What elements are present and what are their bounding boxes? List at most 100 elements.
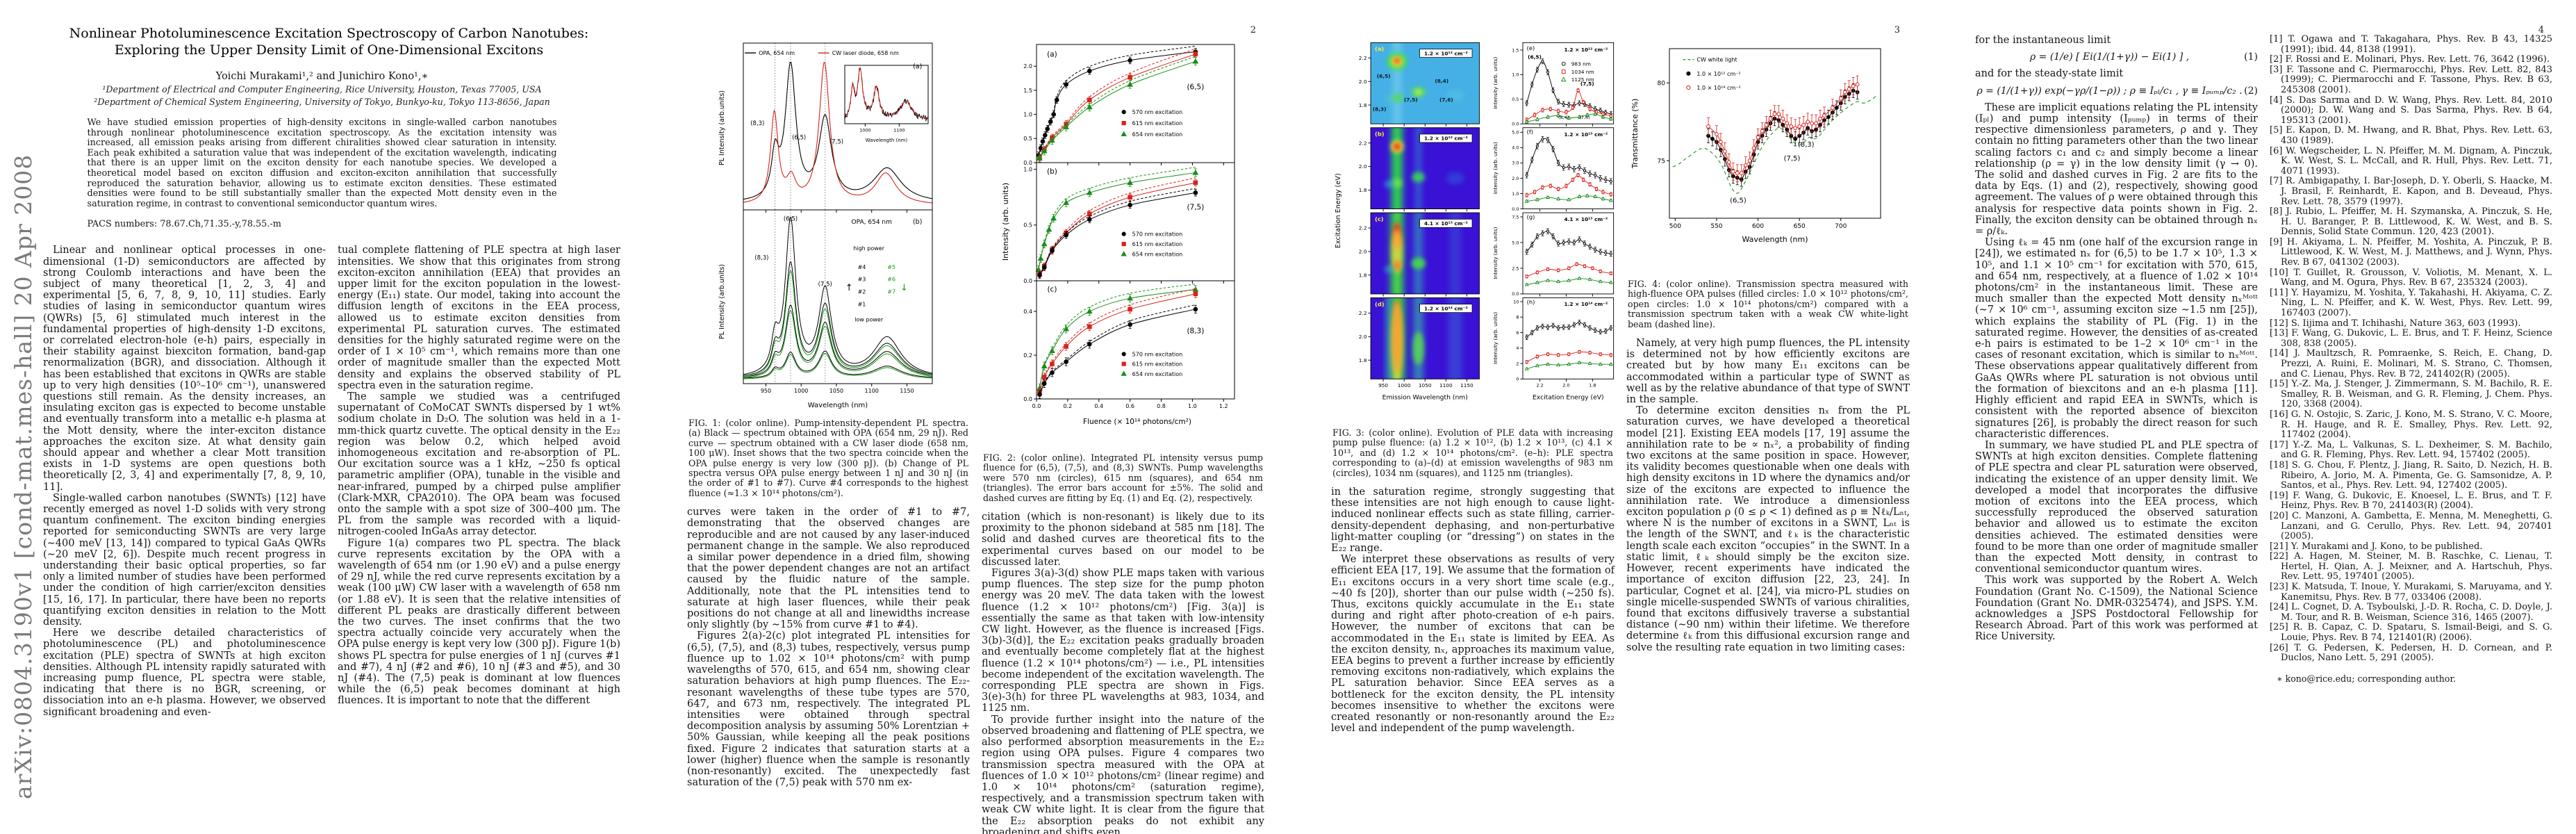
svg-text:1.8: 1.8 — [1589, 382, 1596, 388]
paragraph: Here we describe detailed characteristic… — [43, 628, 326, 718]
equation-2-body: ρ = (1/(1+γ)) exp(−γρ/(1−ρ)) ; ρ ≡ Iₚₗ/c… — [1976, 85, 2243, 97]
paragraph: tual complete flattening of PLE spectra … — [338, 245, 620, 391]
svg-text:↓: ↓ — [900, 283, 907, 293]
svg-text:#2: #2 — [857, 289, 866, 295]
svg-text:(a): (a) — [1047, 50, 1057, 58]
reference-item: [18] S. G. Chou, F. Plentz, J. Jiang, R.… — [2270, 459, 2552, 491]
svg-text:2.0: 2.0 — [1359, 79, 1367, 85]
reference-item: [17] Y.-Z. Ma, L. Valkunas, S. L. Dexhei… — [2270, 439, 2552, 461]
svg-text:4.1 × 10¹³ cm⁻²: 4.1 × 10¹³ cm⁻² — [1564, 216, 1608, 222]
svg-text:4.1 × 10¹³ cm⁻²: 4.1 × 10¹³ cm⁻² — [1424, 220, 1468, 227]
figure-4: 500 550 600 650 700 75 80 CW white light 1.0 × 1… — [1626, 38, 1910, 274]
abstract: We have studied emission properties of h… — [87, 117, 557, 209]
authors: Yoichi Murakami¹,² and Junichiro Kono¹,∗ — [215, 71, 429, 82]
reference-item: [20] C. Manzoni, A. Gambetta, E. Menna, … — [2270, 510, 2552, 542]
reference-item: [9] H. Akiyama, L. N. Pfeiffer, M. Yoshi… — [2270, 236, 2552, 268]
equation-intro-1: for the instantaneous limit — [1975, 35, 2111, 46]
paragraph: We interpret these observations as resul… — [1331, 554, 1615, 735]
svg-text:1.2 × 10¹³ cm⁻²: 1.2 × 10¹³ cm⁻² — [1564, 131, 1608, 138]
svg-text:Intensity (arb. units): Intensity (arb. units) — [1492, 227, 1498, 279]
svg-text:Wavelength (nm): Wavelength (nm) — [807, 402, 867, 409]
svg-text:2.0: 2.0 — [1359, 334, 1367, 340]
reference-item: [19] F. Wang, G. Dukovic, E. Knoesel, L.… — [2270, 490, 2552, 512]
svg-text:(8,3): (8,3) — [750, 120, 764, 127]
reference-item: [12] S. Iijima and T. Ichihashi, Nature … — [2270, 318, 2521, 329]
svg-text:1.8: 1.8 — [1359, 187, 1367, 193]
svg-text:(a): (a) — [913, 63, 922, 71]
corresponding-author-footnote: ∗ kono@rice.edu; corresponding author. — [2277, 673, 2457, 684]
svg-text:75: 75 — [1658, 158, 1665, 165]
svg-text:0.6: 0.6 — [1125, 403, 1134, 409]
svg-text:high power: high power — [853, 245, 884, 252]
svg-text:5.0: 5.0 — [1512, 240, 1519, 245]
svg-text:#5: #5 — [887, 264, 895, 270]
svg-text:0.0: 0.0 — [1512, 206, 1519, 212]
svg-text:570 nm excitation: 570 nm excitation — [1132, 231, 1182, 238]
svg-text:(7,5): (7,5) — [829, 138, 843, 145]
reference-item: [5] E. Kapon, D. M. Hwang, and R. Bhat, … — [2270, 125, 2552, 146]
figure-1-plot: OPA, 654 nm CW laser diode, 658 nm (a) (8,3… — [718, 42, 932, 409]
svg-text:(b): (b) — [1047, 167, 1057, 176]
svg-text:1.2 × 10¹⁴ cm⁻²: 1.2 × 10¹⁴ cm⁻² — [1564, 301, 1608, 307]
svg-text:Intensity (arb. units): Intensity (arb. units) — [1001, 183, 1010, 261]
svg-text:1.5: 1.5 — [1512, 47, 1519, 53]
svg-text:1.0 × 10¹⁴ cm⁻²: 1.0 × 10¹⁴ cm⁻² — [1696, 85, 1740, 91]
svg-text:1100: 1100 — [864, 388, 878, 394]
svg-text:OPA, 654 nm: OPA, 654 nm — [851, 219, 891, 226]
svg-text:Intensity (arb. units): Intensity (arb. units) — [1492, 312, 1498, 364]
svg-text:0.5: 0.5 — [1512, 97, 1519, 102]
reference-item: [21] Y. Murakami and J. Kono, to be publ… — [2270, 541, 2483, 552]
svg-text:PL Intensity (arb.units): PL Intensity (arb.units) — [718, 90, 726, 165]
reference-item: [22] A. Hagen, M. Steiner, M. B. Raschke… — [2270, 551, 2552, 582]
svg-text:(a): (a) — [1375, 45, 1384, 52]
svg-text:PL Intensity (arb.units): PL Intensity (arb.units) — [718, 264, 726, 339]
svg-text:570 nm excitation: 570 nm excitation — [1132, 109, 1182, 115]
svg-text:80: 80 — [1658, 80, 1666, 87]
reference-item: [13] F. Wang, G. Dukovic, L. E. Brus, an… — [2270, 328, 2552, 349]
reference-item: [24] L. Cognet, D. A. Tsyboulski, J.-D. … — [2270, 602, 2552, 623]
svg-text:(6,5): (6,5) — [792, 134, 806, 141]
svg-text:(8,3): (8,3) — [1798, 141, 1815, 149]
svg-text:1100: 1100 — [1439, 382, 1453, 389]
svg-text:(8,4): (8,4) — [1558, 115, 1569, 120]
svg-text:(8,3): (8,3) — [754, 254, 768, 261]
svg-text:2.0: 2.0 — [1562, 382, 1569, 388]
svg-text:1100: 1100 — [893, 128, 905, 133]
figure-3-plot: 1.8 2.0 2.2 1.2 × 10¹² cm⁻² (a) (6,5) (8,4) (7,… — [1335, 42, 1615, 402]
svg-text:700: 700 — [1835, 223, 1847, 230]
svg-text:1.0: 1.0 — [1512, 72, 1519, 78]
reference-item: [23] K. Matsuda, T. Inoue, Y. Murakami, … — [2270, 582, 2552, 603]
svg-text:(b): (b) — [1375, 131, 1385, 138]
svg-text:570 nm excitation: 570 nm excitation — [1132, 351, 1182, 357]
svg-text:(8,3): (8,3) — [1187, 327, 1204, 336]
svg-text:0.0: 0.0 — [1032, 403, 1041, 409]
svg-text:(6,5): (6,5) — [1187, 83, 1204, 92]
svg-text:1.2 × 10¹² cm⁻²: 1.2 × 10¹² cm⁻² — [1424, 50, 1468, 56]
svg-text:0.0: 0.0 — [1023, 278, 1032, 284]
svg-text:1.5: 1.5 — [1023, 88, 1032, 94]
svg-text:1.0: 1.0 — [1023, 167, 1032, 173]
svg-text:(8,3): (8,3) — [1373, 106, 1387, 113]
svg-text:Wavelength (nm): Wavelength (nm) — [1742, 235, 1808, 244]
reference-item: [10] T. Guillet, R. Grousson, V. Volioti… — [2270, 267, 2552, 288]
svg-text:1150: 1150 — [1460, 382, 1473, 389]
svg-text:1034 nm: 1034 nm — [1571, 69, 1594, 75]
paragraph: The sample we studied was a centrifuged … — [338, 391, 620, 538]
paragraph: Figures 2(a)-2(c) plot integrated PL int… — [687, 630, 970, 789]
svg-text:2.2: 2.2 — [1359, 225, 1367, 231]
page-4: 4 for the instantaneous limit ρ = (1/e) … — [1932, 0, 2576, 834]
svg-text:(7,6): (7,6) — [1439, 97, 1453, 103]
svg-text:2.5: 2.5 — [1512, 265, 1519, 271]
svg-text:Excitation Energy (eV): Excitation Energy (eV) — [1335, 173, 1342, 248]
svg-text:2.2: 2.2 — [1359, 310, 1367, 316]
svg-text:2.0: 2.0 — [1359, 249, 1367, 255]
svg-text:3.0: 3.0 — [1512, 161, 1519, 166]
svg-text:1000: 1000 — [1398, 382, 1411, 389]
svg-text:2: 2 — [1516, 361, 1519, 366]
svg-text:0.0: 0.0 — [1023, 160, 1032, 166]
svg-text:654 nm excitation: 654 nm excitation — [1132, 371, 1182, 377]
svg-text:1.0: 1.0 — [1023, 111, 1032, 117]
equation-intro-2: and for the steady-state limit — [1975, 68, 2124, 80]
svg-text:1.2 × 10¹² cm⁻²: 1.2 × 10¹² cm⁻² — [1564, 47, 1608, 53]
svg-text:2.0: 2.0 — [1359, 163, 1367, 170]
